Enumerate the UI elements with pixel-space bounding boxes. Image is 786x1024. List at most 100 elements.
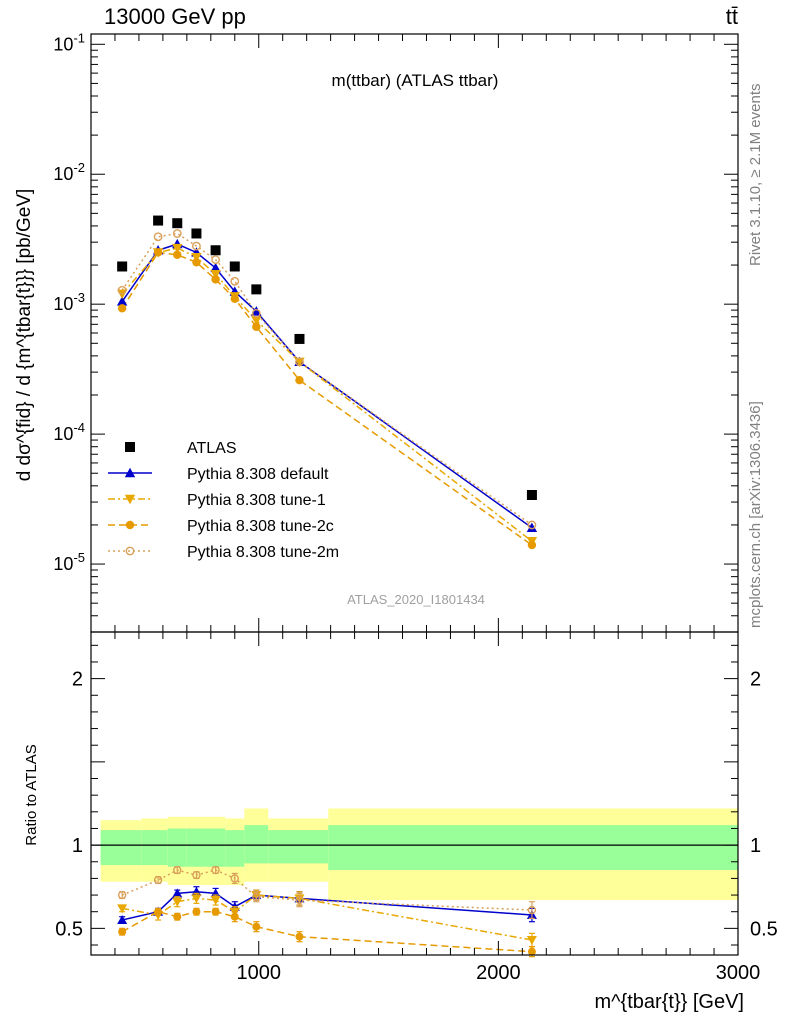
data-point <box>210 245 221 256</box>
ratio-point <box>117 890 127 900</box>
x-tick-label: 1000 <box>236 962 281 984</box>
series-line <box>121 251 533 546</box>
data-point <box>192 258 201 267</box>
right-title: tt̄ <box>726 4 738 29</box>
uncertainty-band-green <box>244 825 269 864</box>
legend-marker <box>124 494 136 505</box>
uncertainty-band-green <box>268 830 329 864</box>
ratio-point <box>230 912 239 921</box>
left-title: 13000 GeV pp <box>104 4 246 29</box>
ratio-point <box>192 870 201 880</box>
data-point <box>294 333 305 344</box>
data-point <box>252 322 261 331</box>
data-point <box>210 262 221 273</box>
ratio-series-line <box>121 910 532 953</box>
ratio-point <box>230 874 239 883</box>
ratio-bands <box>100 808 738 901</box>
legend-label: Pythia 8.308 tune-2c <box>187 518 334 535</box>
uncertainty-band-green <box>167 828 187 867</box>
ratio-point <box>252 922 261 931</box>
data-point <box>191 252 202 263</box>
uncertainty-band-green <box>100 830 142 866</box>
data-point <box>295 357 304 367</box>
x-tick-label: 3000 <box>716 962 761 984</box>
data-point <box>210 270 221 280</box>
axes: 10-1 10-2 10-3 10-4 10-5 0.5 0.5 1 1 2 2 1000 2000 30… <box>53 30 777 984</box>
ratio-point <box>210 896 221 906</box>
legend-label: Pythia 8.308 tune-2m <box>187 544 339 561</box>
ratio-point <box>172 897 183 907</box>
ratio-y-tick-label-right: 0.5 <box>750 918 778 940</box>
data-point <box>211 255 221 265</box>
data-point <box>295 375 304 385</box>
data-point <box>117 285 127 295</box>
data-point <box>153 248 163 257</box>
ratio-point <box>295 895 304 905</box>
data-point <box>191 228 202 239</box>
data-point <box>153 215 164 226</box>
ratio-point <box>117 904 128 914</box>
legend: ATLAS Pythia 8.308 default Pythia 8.308 tu… <box>108 440 339 561</box>
data-point <box>229 261 240 272</box>
data-point <box>527 520 537 530</box>
data-point <box>117 261 128 272</box>
ratio-point <box>117 915 128 925</box>
ratio-point <box>173 912 182 921</box>
uncertainty-band-green <box>225 830 245 867</box>
legend-marker <box>125 520 135 530</box>
series-layer <box>116 215 538 958</box>
series-line <box>121 243 533 529</box>
ratio-point <box>527 905 537 915</box>
data-point <box>526 489 537 500</box>
y-axis-label: d dσ^{fid} / d {m^{tbar{t}}} [pb/GeV] <box>14 189 35 482</box>
data-point <box>117 304 127 313</box>
ratio-point <box>173 865 182 875</box>
data-point <box>251 306 262 316</box>
data-point <box>172 243 183 254</box>
ratio-point <box>154 907 163 916</box>
chart-title: m(ttbar) (ATLAS ttbar) <box>332 71 499 90</box>
legend-marker <box>125 546 135 556</box>
ratio-point <box>526 936 537 946</box>
y-tick-label: 10-3 <box>53 290 85 314</box>
uncertainty-band-green <box>141 830 168 866</box>
legend-label: Pythia 8.308 tune-1 <box>187 492 326 509</box>
y-tick-label: 10-2 <box>53 160 85 184</box>
mcplots-label: mcplots.cern.ch [arXiv:1306.3436] <box>747 401 764 628</box>
ratio-series-line <box>122 894 533 941</box>
ratio-point <box>211 865 220 875</box>
data-point <box>173 250 182 259</box>
main-frame <box>90 33 739 633</box>
series-line <box>121 232 533 526</box>
data-point <box>251 308 261 318</box>
ratio-point <box>252 892 261 901</box>
y-tick-label: 10-5 <box>53 550 85 574</box>
ratio-point <box>191 894 202 904</box>
analysis-id: ATLAS_2020_I1801434 <box>347 592 485 607</box>
legend-label: ATLAS <box>187 440 237 457</box>
ratio-y-tick-label-right: 1 <box>750 835 761 857</box>
data-point <box>527 540 537 550</box>
ratio-point <box>295 932 304 941</box>
y-tick-label: 10-1 <box>53 30 85 54</box>
data-point <box>211 275 220 284</box>
series-line <box>121 247 533 542</box>
data-point <box>230 294 239 303</box>
legend-marker <box>125 442 135 452</box>
rivet-version-label: Rivet 3.1.10, ≥ 2.1M events <box>747 84 764 267</box>
data-point <box>172 218 183 229</box>
data-point <box>116 296 128 306</box>
ratio-point <box>527 947 536 956</box>
x-tick-label: 2000 <box>476 962 521 984</box>
data-point <box>230 276 240 286</box>
ratio-y-axis-label: Ratio to ATLAS <box>23 744 40 845</box>
ratio-point <box>118 927 127 936</box>
ratio-point <box>172 888 183 898</box>
data-point <box>251 284 262 295</box>
ratio-y-tick-label-left: 1 <box>72 835 83 857</box>
data-point <box>251 316 262 326</box>
data-point <box>526 522 538 533</box>
uncertainty-band-green <box>328 825 738 871</box>
